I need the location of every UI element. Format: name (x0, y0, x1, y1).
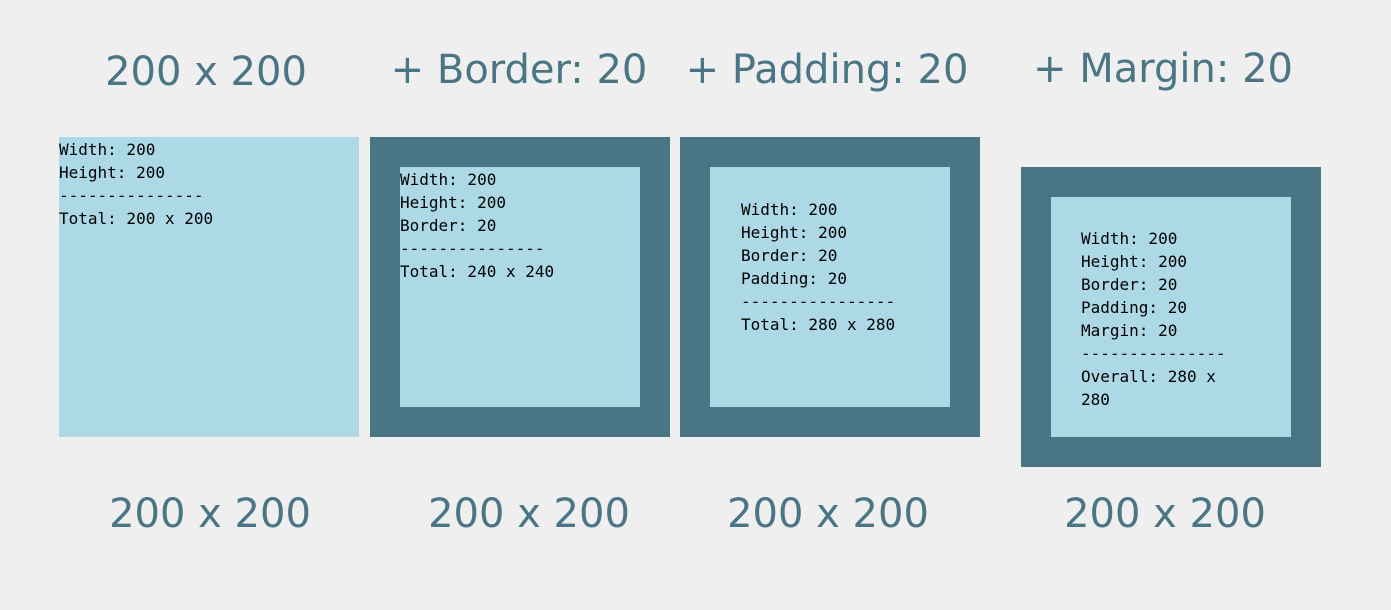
panel-4-line-overall: Overall: 280 x (1081, 367, 1216, 386)
panel-1-line-total: Total: 200 x 200 (59, 209, 214, 228)
panel-2-caption: 200 x 200 (428, 491, 630, 537)
panel-1-line-width: Width: 200 (59, 140, 156, 159)
panel-3-padded-box: Width: 200 Height: 200 Border: 20 Paddin… (710, 167, 950, 407)
panel-3-line-height: Height: 200 (741, 223, 847, 242)
panel-4-line-width: Width: 200 (1081, 229, 1178, 248)
panel-1-caption: 200 x 200 (109, 491, 311, 537)
panel-4-line-margin: Margin: 20 (1081, 321, 1178, 340)
panel-3-caption: 200 x 200 (727, 491, 929, 537)
panel-4-title: + Margin: 20 (1033, 46, 1293, 92)
panel-4-line-divider: --------------- (1081, 344, 1226, 363)
panel-4-caption: 200 x 200 (1064, 491, 1266, 537)
panel-1-line-divider: --------------- (59, 186, 204, 205)
panel-4-line-height: Height: 200 (1081, 252, 1187, 271)
panel-2-line-width: Width: 200 (400, 170, 497, 189)
panel-1-line-height: Height: 200 (59, 163, 165, 182)
panel-4-padded-box: Width: 200 Height: 200 Border: 20 Paddin… (1051, 197, 1291, 437)
panel-3-line-padding: Padding: 20 (741, 269, 847, 288)
panel-1-content-box: Width: 200 Height: 200 --------------- T… (59, 137, 359, 437)
panel-2-line-divider: --------------- (400, 239, 545, 258)
panel-2-line-height: Height: 200 (400, 193, 506, 212)
panel-4-line-border: Border: 20 (1081, 275, 1178, 294)
panel-2-line-total: Total: 240 x 240 (400, 262, 555, 281)
panel-3-line-total: Total: 280 x 280 (741, 315, 896, 334)
panel-3-title: + Padding: 20 (685, 47, 969, 93)
panel-2-line-border: Border: 20 (400, 216, 497, 235)
panel-4-line-padding: Padding: 20 (1081, 298, 1187, 317)
panel-3-line-width: Width: 200 (741, 200, 838, 219)
panel-2-content-box: Width: 200 Height: 200 Border: 20 ------… (400, 167, 640, 407)
panel-4-line-overall-wrap: 280 (1081, 390, 1110, 409)
panel-3-line-border: Border: 20 (741, 246, 838, 265)
panel-1-title: 200 x 200 (105, 49, 307, 95)
panel-3-line-divider: ---------------- (741, 292, 896, 311)
panel-2-title: + Border: 20 (390, 47, 648, 93)
